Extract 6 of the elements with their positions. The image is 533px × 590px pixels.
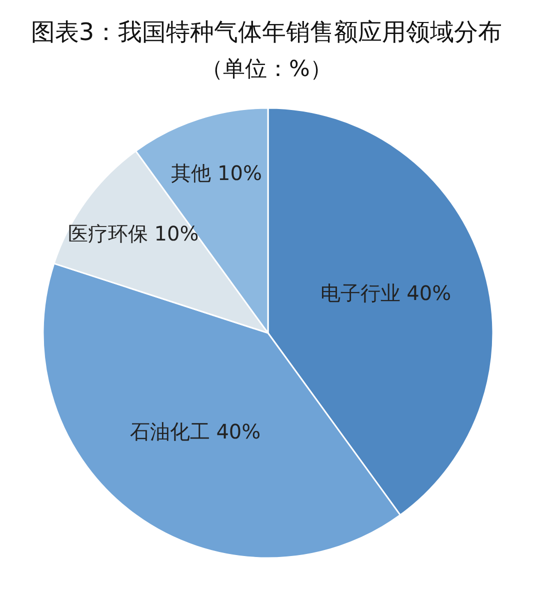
chart-subtitle: （单位：%） — [201, 57, 332, 82]
slice-label: 电子行业 40% — [320, 281, 452, 306]
slice-label: 医疗环保 10% — [68, 222, 199, 246]
slice-label: 石油化工 40% — [130, 420, 261, 444]
slice-label: 其他 10% — [171, 161, 262, 186]
chart-title: 图表3：我国特种气体年销售额应用领域分布 — [30, 18, 502, 46]
